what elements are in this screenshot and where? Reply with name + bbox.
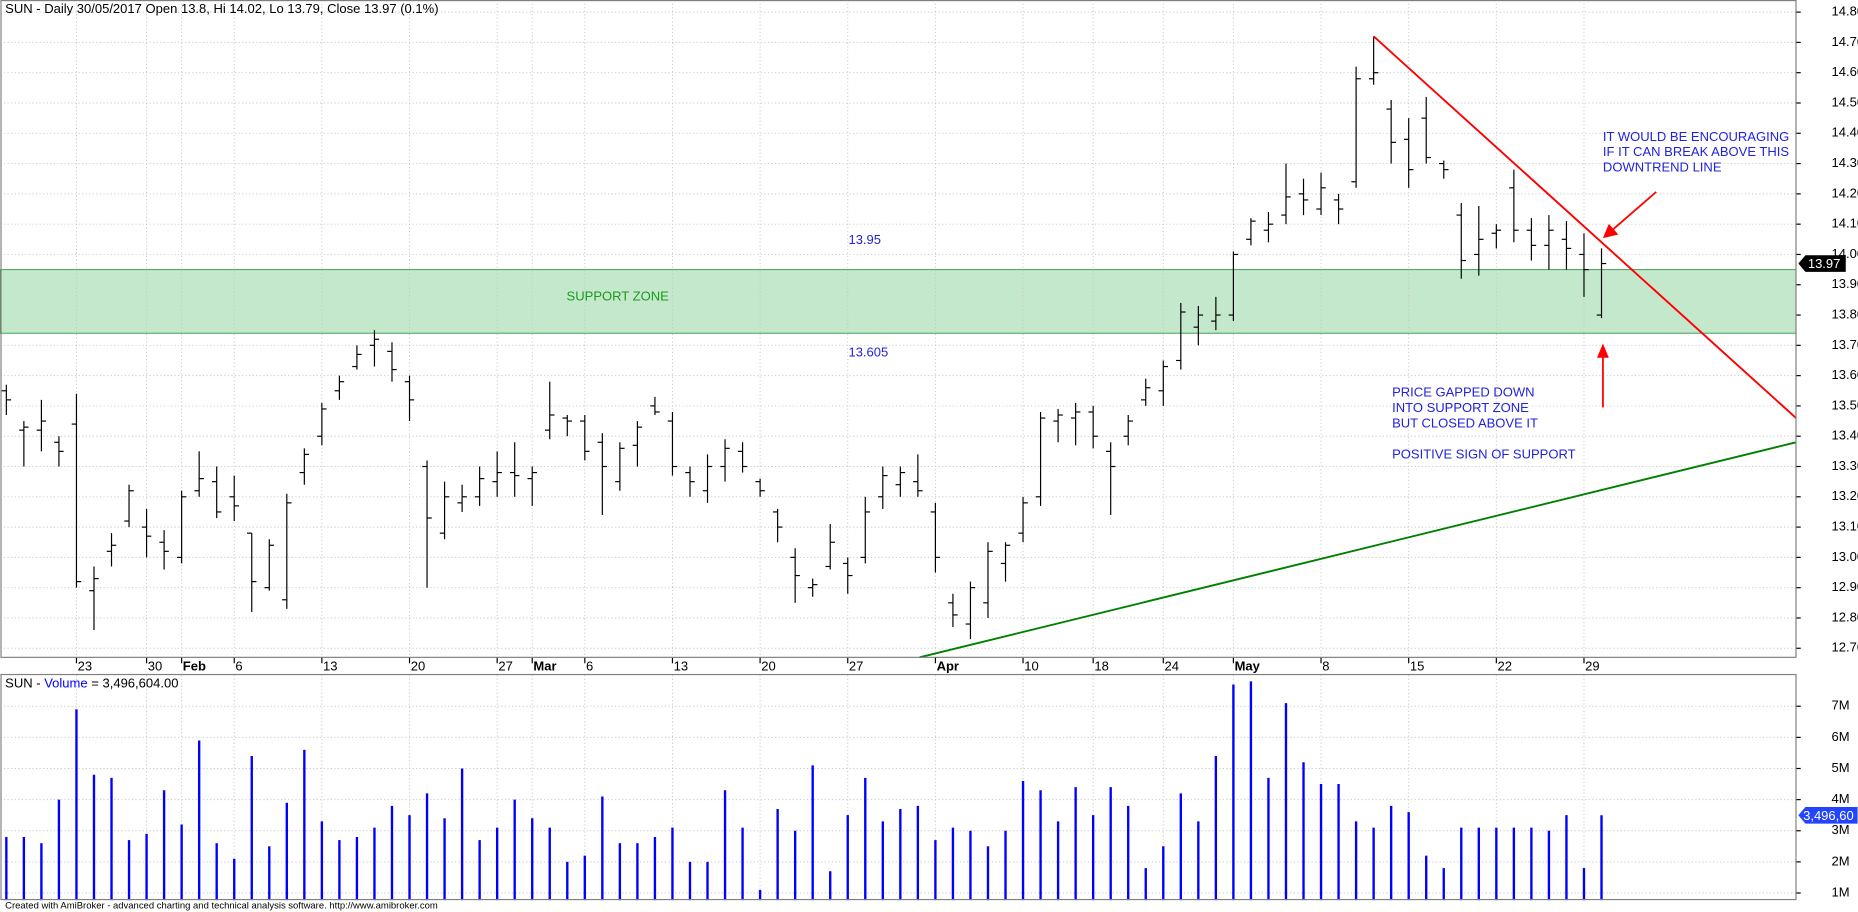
last-volume-tag (1798, 806, 1858, 824)
y-tick-label: 14.80 (1832, 4, 1858, 19)
y-tick-label: 13.30 (1832, 458, 1858, 473)
y-tick-label: 13.90 (1832, 276, 1858, 291)
y-tick-label: 14.20 (1832, 185, 1858, 200)
annotation: IT WOULD BE ENCOURAGING (1603, 129, 1789, 144)
x-tick-label: 20 (761, 658, 775, 673)
zone-upper-note: 13.95 (848, 232, 881, 247)
x-tick-label: 20 (411, 658, 425, 673)
zone-lower-note: 13.605 (848, 344, 888, 359)
annotation: PRICE GAPPED DOWN (1392, 385, 1534, 400)
x-tick-label: 8 (1322, 658, 1329, 673)
x-tick-label: 30 (148, 658, 162, 673)
y-tick-label: 14.30 (1832, 155, 1858, 170)
y-tick-label: 7M (1832, 698, 1850, 713)
x-tick-label: May (1235, 658, 1261, 673)
volume-title-value: = 3,496,604.00 (91, 676, 178, 691)
y-tick-label: 13.70 (1832, 337, 1858, 352)
x-tick-label: 10 (1024, 658, 1038, 673)
y-tick-label: 14.40 (1832, 125, 1858, 140)
x-tick-label: Apr (937, 658, 959, 673)
y-tick-label: 14.50 (1832, 94, 1858, 109)
y-tick-label: 13.50 (1832, 397, 1858, 412)
y-tick-label: 13.80 (1832, 306, 1858, 321)
arrow (1597, 343, 1609, 408)
x-tick-label: 23 (78, 658, 92, 673)
y-tick-label: 13.40 (1832, 428, 1858, 443)
chart-title: SUN - Daily 30/05/2017 Open 13.8, Hi 14.… (5, 1, 438, 16)
y-tick-label: 13.10 (1832, 519, 1858, 534)
y-tick-label: 12.90 (1832, 579, 1858, 594)
x-tick-label: 18 (1094, 658, 1108, 673)
y-tick-label: 2M (1832, 853, 1850, 868)
y-tick-label: 12.80 (1832, 609, 1858, 624)
x-tick-label: 15 (1410, 658, 1424, 673)
y-tick-label: 14.70 (1832, 34, 1858, 49)
trendline (1372, 35, 1797, 419)
annotation: DOWNTREND LINE (1603, 160, 1722, 175)
annotation: IF IT CAN BREAK ABOVE THIS (1603, 144, 1789, 159)
y-tick-label: 13.20 (1832, 488, 1858, 503)
x-tick-label: 29 (1585, 658, 1599, 673)
y-tick-label: 1M (1832, 884, 1850, 899)
x-tick-label: 27 (849, 658, 863, 673)
y-tick-label: 13.00 (1832, 549, 1858, 564)
last-price-label: 13.97 (1808, 256, 1841, 271)
price-frame (0, 0, 1797, 658)
trendline (919, 441, 1797, 659)
footer: Created with AmiBroker - advanced charti… (5, 901, 438, 912)
main-layer: 12.70 12.80 12.90 13.00 13.10 13.20 13.30 13.40… (1, 4, 1858, 901)
annotation: BUT CLOSED ABOVE IT (1392, 415, 1538, 430)
arrow (1602, 191, 1657, 239)
x-tick-label: 6 (586, 658, 593, 673)
y-tick-label: 4M (1832, 791, 1850, 806)
annotation: INTO SUPPORT ZONE (1392, 400, 1529, 415)
y-tick-label: 14.60 (1832, 64, 1858, 79)
x-tick-label: Mar (533, 658, 556, 673)
x-tick-label: 13 (323, 658, 337, 673)
back-layer (0, 0, 1797, 901)
y-tick-label: 5M (1832, 760, 1850, 775)
last-price-tag (1798, 255, 1846, 272)
y-tick-label: 3M (1832, 822, 1850, 837)
x-tick-label: 24 (1164, 658, 1178, 673)
x-tick-label: 27 (498, 658, 512, 673)
volume-title-symbol: SUN - (5, 676, 40, 691)
x-tick-label: 22 (1498, 658, 1512, 673)
volume-frame (0, 673, 1797, 901)
support-zone (0, 269, 1797, 334)
x-tick-label: Feb (183, 658, 206, 673)
y-tick-label: 14.10 (1832, 216, 1858, 231)
y-tick-label: 13.60 (1832, 367, 1858, 382)
x-tick-label: 13 (674, 658, 688, 673)
volume-title: SUN - Volume = 3,496,604.00 (5, 676, 178, 691)
support-zone-label: SUPPORT ZONE (567, 289, 670, 304)
x-tick-label: 6 (235, 658, 242, 673)
y-tick-label: 12.70 (1832, 640, 1858, 655)
y-tick-label: 6M (1832, 729, 1850, 744)
annotation: POSITIVE SIGN OF SUPPORT (1392, 446, 1576, 461)
volume-title-name: Volume (44, 676, 87, 691)
last-volume-label: 3,496,60 (1803, 808, 1854, 823)
